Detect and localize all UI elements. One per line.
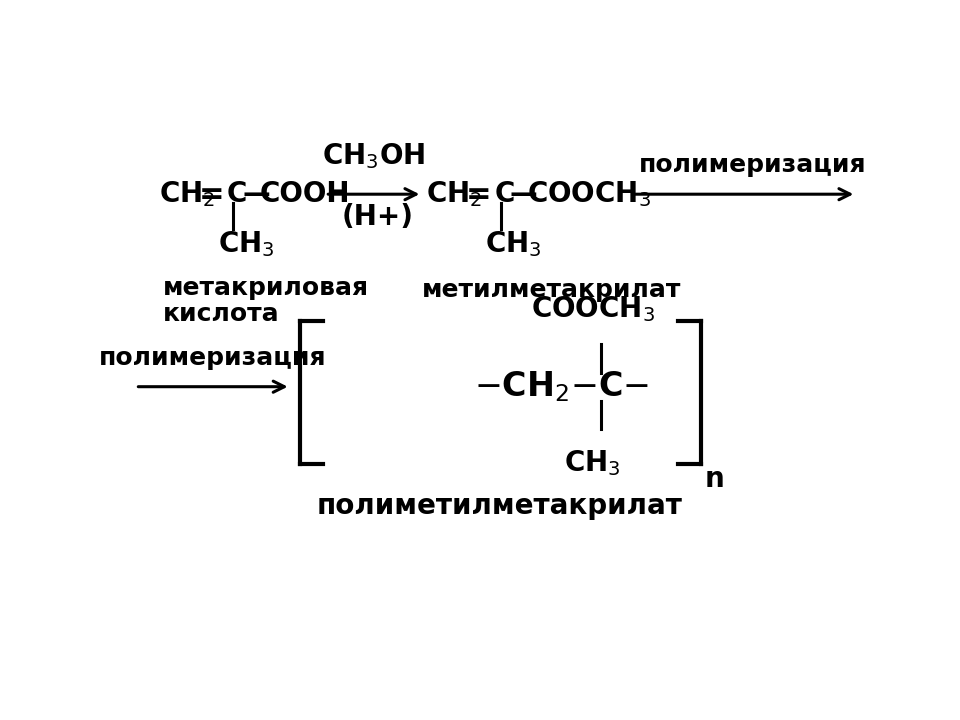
Text: COOCH$_3$: COOCH$_3$: [527, 179, 651, 209]
Text: полимеризация: полимеризация: [639, 153, 867, 177]
Text: C: C: [227, 180, 248, 208]
Text: CH$_3$: CH$_3$: [564, 449, 621, 478]
Text: полимеризация: полимеризация: [99, 346, 326, 370]
Text: CH$_3$: CH$_3$: [485, 230, 541, 259]
Text: C: C: [494, 180, 515, 208]
Text: COOCH$_3$: COOCH$_3$: [531, 294, 655, 323]
Text: CH$_2$: CH$_2$: [426, 179, 482, 209]
Text: $-$CH$_2$$-$C$-$: $-$CH$_2$$-$C$-$: [474, 369, 650, 404]
Text: CH$_2$: CH$_2$: [158, 179, 215, 209]
Text: полиметилметакрилат: полиметилметакрилат: [317, 492, 683, 520]
Text: CH$_3$: CH$_3$: [218, 230, 275, 259]
Text: COOH: COOH: [259, 180, 350, 208]
Text: метакриловая: метакриловая: [162, 276, 369, 300]
Text: n: n: [705, 465, 724, 493]
Text: —: —: [243, 180, 270, 208]
Text: =: =: [199, 180, 225, 209]
Text: метилметакрилат: метилметакрилат: [422, 279, 682, 302]
Text: кислота: кислота: [162, 302, 279, 325]
Text: (H+): (H+): [342, 204, 414, 231]
Text: =: =: [466, 180, 492, 209]
Text: CH$_3$OH: CH$_3$OH: [323, 141, 425, 171]
Text: —: —: [510, 180, 538, 208]
